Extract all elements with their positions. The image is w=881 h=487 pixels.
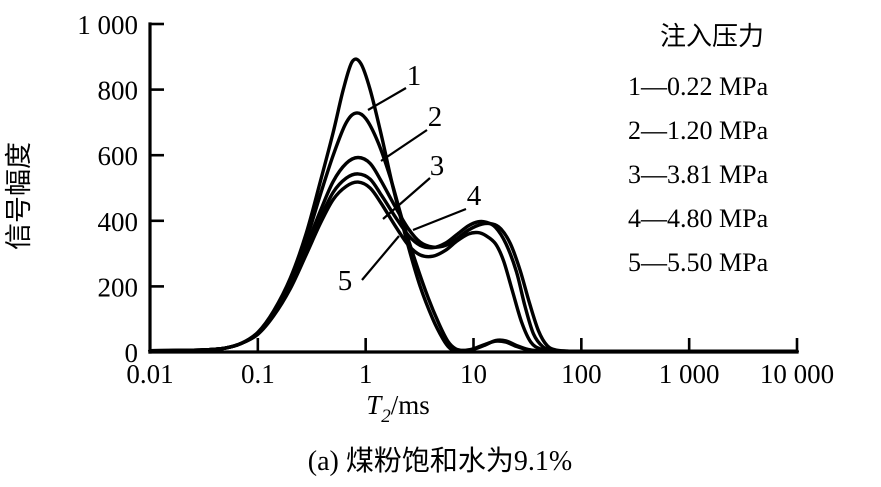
x-axis-title-symbol: T xyxy=(366,390,383,420)
legend-title: 注入压力 xyxy=(660,22,764,51)
y-tick-label: 0 xyxy=(125,338,139,368)
x-tick-label: 100 xyxy=(561,359,602,389)
legend-item-3: 3—3.81 MPa xyxy=(628,160,769,189)
x-tick-label: 0.01 xyxy=(126,359,173,389)
leader-line-4 xyxy=(412,207,467,232)
x-tick-label: 1 000 xyxy=(659,359,720,389)
curve-label-5: 5 xyxy=(338,265,353,297)
data-series-curve-5 xyxy=(148,180,799,354)
legend-item-2: 2—1.20 MPa xyxy=(628,116,769,145)
y-axis-tick-labels: 0 200 400 600 800 1 000 xyxy=(77,10,138,368)
curve-label-4: 4 xyxy=(467,180,482,212)
x-tick-label: 10 xyxy=(460,359,487,389)
leader-line-5 xyxy=(361,235,400,281)
curve-label-1: 1 xyxy=(407,60,422,92)
x-tick-label: 1 xyxy=(359,359,373,389)
curve-label-leaders xyxy=(361,87,467,281)
y-axis-title: 信号幅度 xyxy=(4,142,34,250)
y-tick-label: 200 xyxy=(98,272,139,302)
x-axis-tick-labels: 0.01 0.1 1 10 100 1 000 10 000 xyxy=(126,359,834,389)
legend-item-5: 5—5.50 MPa xyxy=(628,248,769,277)
x-tick-label: 0.1 xyxy=(241,359,275,389)
leader-line-3 xyxy=(382,177,431,220)
x-axis-title: T2/ms xyxy=(366,390,430,427)
y-tick-label: 600 xyxy=(98,141,139,171)
x-axis-title-subscript: 2 xyxy=(381,406,391,427)
data-series-group xyxy=(148,57,799,354)
svg-text:T2/ms: T2/ms xyxy=(366,390,430,427)
y-tick-label: 800 xyxy=(98,76,139,106)
legend-item-4: 4—4.80 MPa xyxy=(628,204,769,233)
leader-line-2 xyxy=(380,129,428,162)
curve-label-2: 2 xyxy=(428,101,443,133)
x-axis-title-unit: /ms xyxy=(391,390,430,420)
y-tick-label: 1 000 xyxy=(77,10,138,40)
x-tick-label: 10 000 xyxy=(760,359,834,389)
y-axis-ticks xyxy=(150,22,164,288)
y-tick-label: 400 xyxy=(98,207,139,237)
leader-line-1 xyxy=(367,87,407,111)
legend-group: 注入压力 1—0.22 MPa 2—1.20 MPa 3—3.81 MPa 4—… xyxy=(628,22,769,277)
curve-label-3: 3 xyxy=(430,150,445,182)
curve-labels-group: 12 34 5 xyxy=(338,60,482,297)
figure-caption: (a) 煤粉饱和水为9.1% xyxy=(308,445,572,477)
legend-item-1: 1—0.22 MPa xyxy=(628,72,769,101)
